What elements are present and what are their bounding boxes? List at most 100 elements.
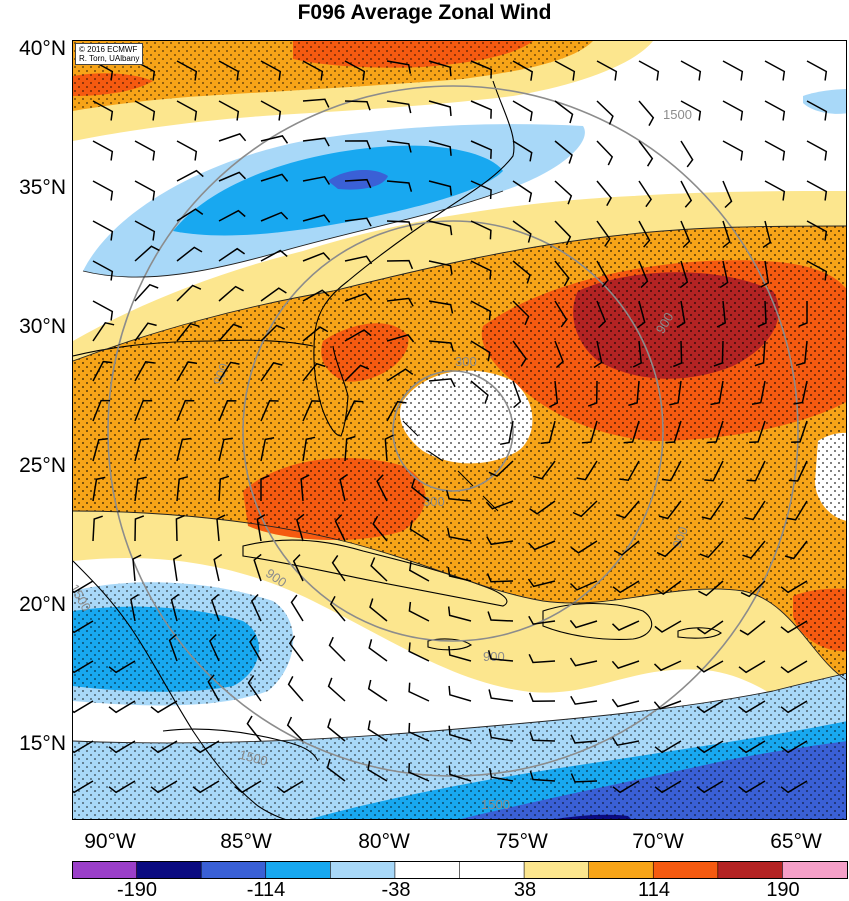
wind-barb: [470, 140, 492, 159]
wind-barb: [372, 515, 388, 542]
wind-barb: [218, 475, 230, 502]
wind-barb: [615, 500, 640, 519]
wind-barb: [512, 380, 522, 409]
wind-barb: [486, 573, 514, 583]
wind-barb: [134, 515, 145, 542]
colorbar-cell: [523, 861, 590, 879]
wind-barb: [696, 780, 724, 794]
wind-barb: [260, 475, 270, 501]
wind-barb: [470, 100, 492, 119]
ring-300: [392, 370, 514, 492]
colorbar: [72, 861, 848, 879]
wind-barb: [344, 60, 366, 81]
wind-barb: [722, 100, 744, 121]
wind-barb: [554, 220, 572, 246]
lon-label-85w: 85°W: [220, 830, 272, 853]
wind-barb: [108, 780, 136, 794]
colorbar-cell: [200, 861, 267, 879]
lon-label-80w: 80°W: [358, 830, 410, 853]
wind-barb: [448, 765, 472, 782]
wind-barb: [612, 580, 640, 594]
contour-label-300-s: 300: [423, 494, 445, 509]
lat-label-25n: 25°N: [19, 454, 66, 477]
wind-barb: [791, 420, 808, 444]
wind-barb: [529, 731, 556, 742]
wind-barb: [764, 100, 786, 121]
colorbar-label-neg190: -190: [116, 879, 158, 901]
wind-barb: [704, 460, 724, 482]
wind-barb: [73, 780, 94, 794]
wind-barb: [260, 287, 287, 302]
wind-barb: [302, 400, 321, 422]
wind-barb: [512, 100, 533, 122]
wind-barb: [428, 340, 455, 352]
wind-barb: [176, 140, 198, 161]
wind-barb: [613, 540, 640, 556]
wind-barb: [150, 780, 178, 794]
wind-barb: [302, 175, 331, 185]
wind-barb: [486, 536, 514, 546]
wind-barb: [134, 360, 155, 382]
wind-barb: [302, 60, 324, 81]
wind-barb: [344, 100, 371, 111]
wind-barb: [296, 513, 305, 542]
wind-barb: [344, 364, 370, 382]
wind-barb: [653, 660, 682, 672]
wind-barb: [176, 208, 204, 222]
wind-barb: [260, 60, 282, 81]
wind-barb: [738, 740, 766, 754]
wind-barb: [636, 300, 646, 329]
wind-barb: [611, 660, 640, 669]
credit-box: © 2016 ECMWF R. Torn, UAlbany: [75, 43, 144, 65]
wind-barb: [512, 180, 533, 203]
wind-barb: [554, 260, 570, 287]
wind-barb: [134, 476, 147, 502]
wind-barb: [386, 100, 412, 114]
wind-barb: [150, 700, 178, 714]
wind-barb: [92, 476, 106, 502]
wind-barb: [216, 514, 226, 542]
wind-barb: [428, 378, 456, 388]
wind-barb: [428, 260, 453, 275]
wind-barb: [408, 763, 430, 782]
wind-barb: [218, 361, 240, 382]
wind-barbs: [73, 60, 828, 794]
wind-barb: [533, 460, 556, 480]
wind-barb: [696, 700, 724, 714]
wind-barb: [572, 500, 598, 518]
wind-barb: [260, 437, 275, 462]
colorbar-cell: [72, 861, 138, 879]
wind-barb: [654, 740, 682, 754]
wind-barb: [92, 399, 111, 422]
wind-barb: [447, 566, 472, 582]
wind-barb: [302, 98, 330, 108]
wind-barb: [653, 700, 682, 710]
wind-barb: [698, 580, 724, 597]
wind-barb: [247, 674, 262, 702]
wind-barb: [611, 620, 640, 631]
ring-900: [242, 220, 664, 642]
gulf-coast: [73, 339, 314, 357]
wind-barb: [367, 720, 388, 742]
wind-barb: [260, 324, 286, 342]
wind-barb: [150, 740, 178, 754]
contour-label-900-s: 900: [483, 649, 505, 664]
wind-barb: [722, 140, 744, 161]
wind-barb: [92, 321, 115, 342]
wind-barb: [696, 740, 724, 754]
wind-barb: [250, 593, 262, 622]
wind-barb: [134, 140, 156, 161]
wind-barb: [676, 300, 686, 328]
lon-label-70w: 70°W: [632, 830, 684, 853]
wind-barb: [300, 474, 310, 502]
wind-barb: [673, 340, 683, 368]
wind-barb: [638, 180, 653, 208]
wind-barb: [176, 284, 202, 302]
wind-barb: [569, 619, 598, 629]
wind-barb: [722, 180, 733, 209]
wind-barb: [760, 260, 770, 288]
wind-barb: [134, 322, 157, 342]
wind-barb: [596, 140, 614, 166]
colorbar-label-neg38: -38: [381, 879, 411, 901]
wind-barb: [596, 100, 614, 125]
